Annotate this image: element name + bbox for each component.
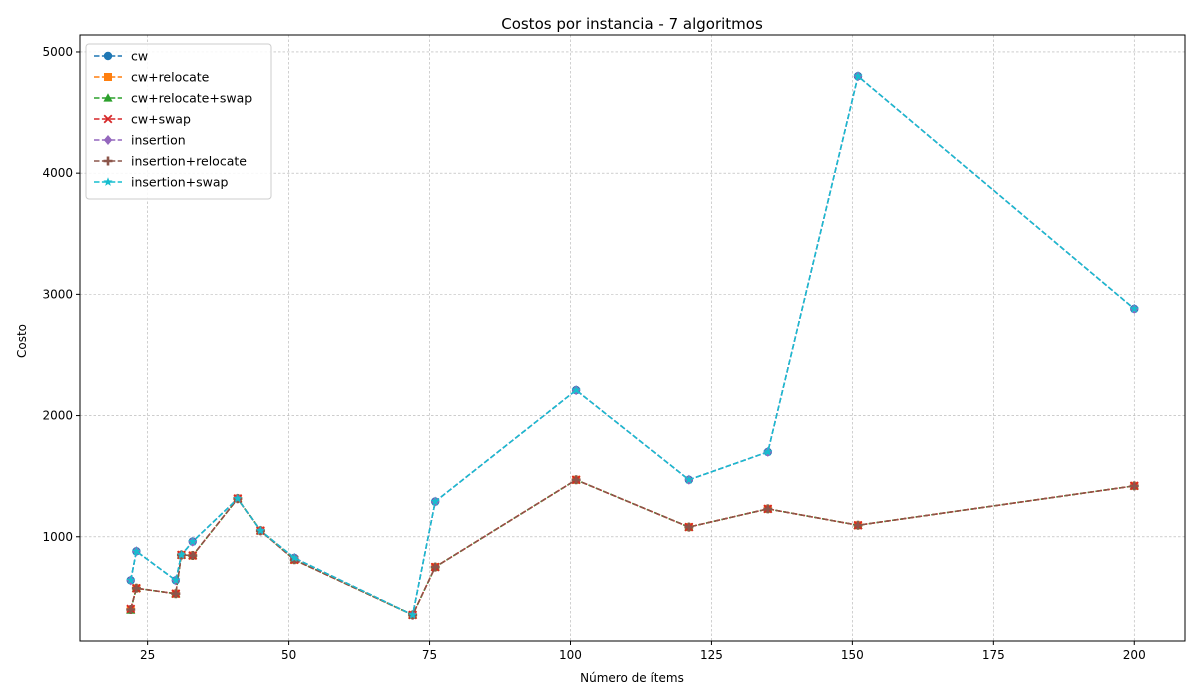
data-point xyxy=(171,589,181,599)
legend-item: insertion+swap xyxy=(94,175,229,190)
series-line xyxy=(130,74,1135,617)
data-point xyxy=(131,546,141,556)
chart-title: Costos por instancia - 7 algoritmos xyxy=(501,15,763,33)
data-point xyxy=(571,475,581,485)
x-tick-label: 50 xyxy=(281,648,296,662)
plot-frame xyxy=(79,34,1186,642)
legend-marker xyxy=(103,156,113,166)
data-point xyxy=(408,610,418,619)
legend-label: insertion+swap xyxy=(131,175,229,190)
data-point xyxy=(188,551,198,561)
legend-item: cw+relocate xyxy=(94,70,210,85)
y-tick-label: 4000 xyxy=(42,166,73,180)
x-tick-label: 150 xyxy=(841,648,864,662)
series-cw-relocate xyxy=(126,475,1139,619)
x-tick-label: 175 xyxy=(982,648,1005,662)
data-point xyxy=(126,604,136,614)
data-point xyxy=(171,575,181,585)
data-point xyxy=(763,504,773,514)
data-point xyxy=(233,493,243,503)
y-tick-label: 2000 xyxy=(42,409,73,423)
legend-item: cw+swap xyxy=(94,112,191,127)
legend-marker xyxy=(103,177,113,186)
series-insertion-swap xyxy=(126,71,1139,619)
series-line xyxy=(130,74,1135,617)
series-group xyxy=(126,71,1139,620)
legend-marker xyxy=(103,114,113,124)
series-line xyxy=(130,478,1135,616)
data-point xyxy=(188,536,198,546)
data-point xyxy=(1129,481,1139,491)
legend-item: cw xyxy=(94,49,148,64)
data-point xyxy=(430,562,440,572)
x-tick-label: 125 xyxy=(700,648,723,662)
legend-marker xyxy=(104,73,112,81)
legend: cw cw+relocate cw+relocate+swap cw+swap inse… xyxy=(85,43,272,200)
legend-item: insertion+relocate xyxy=(94,154,247,169)
series-insertion-relocate xyxy=(126,475,1139,620)
series-line xyxy=(130,478,1135,616)
data-point xyxy=(1129,304,1139,313)
legend-label: cw+swap xyxy=(131,112,191,127)
series-cw-swap xyxy=(126,475,1139,620)
data-point xyxy=(571,385,581,394)
legend-marker xyxy=(103,135,113,145)
x-tick-label: 75 xyxy=(422,648,437,662)
legend-item: insertion xyxy=(94,133,186,148)
data-point xyxy=(126,575,136,585)
legend-marker xyxy=(103,93,113,102)
series-line xyxy=(130,478,1135,616)
series-line xyxy=(130,478,1135,616)
ticks: 25 50 75 100 125 150 175 200 1000 2000 3000 4000 500… xyxy=(42,45,1145,662)
series-cw xyxy=(126,72,1139,620)
data-point xyxy=(763,447,773,456)
y-tick-label: 1000 xyxy=(42,530,73,544)
legend-label: insertion xyxy=(131,133,186,148)
series-insertion xyxy=(126,71,1139,620)
data-point xyxy=(176,550,187,559)
legend-marker xyxy=(103,51,113,61)
data-point xyxy=(131,583,141,593)
x-tick-label: 25 xyxy=(140,648,155,662)
x-axis-title: Número de ítems xyxy=(580,671,684,685)
legend-label: cw+relocate+swap xyxy=(131,91,252,106)
data-point xyxy=(255,525,265,535)
legend-label: insertion+relocate xyxy=(131,154,247,169)
x-tick-label: 100 xyxy=(559,648,582,662)
legend-label: cw+relocate xyxy=(131,70,210,85)
legend-box xyxy=(85,43,272,200)
x-tick-label: 200 xyxy=(1123,648,1146,662)
data-point xyxy=(684,522,694,532)
y-axis-title: Costo xyxy=(15,324,29,358)
data-point xyxy=(430,496,440,506)
legend-label: cw xyxy=(131,49,148,64)
data-point xyxy=(684,475,694,484)
series-line xyxy=(130,74,1135,617)
y-tick-label: 5000 xyxy=(42,45,73,59)
y-tick-label: 3000 xyxy=(42,287,73,301)
data-point xyxy=(289,553,299,562)
data-point xyxy=(853,71,863,81)
data-point xyxy=(853,520,863,530)
grid xyxy=(80,35,1185,641)
legend-item: cw+relocate+swap xyxy=(94,91,252,106)
